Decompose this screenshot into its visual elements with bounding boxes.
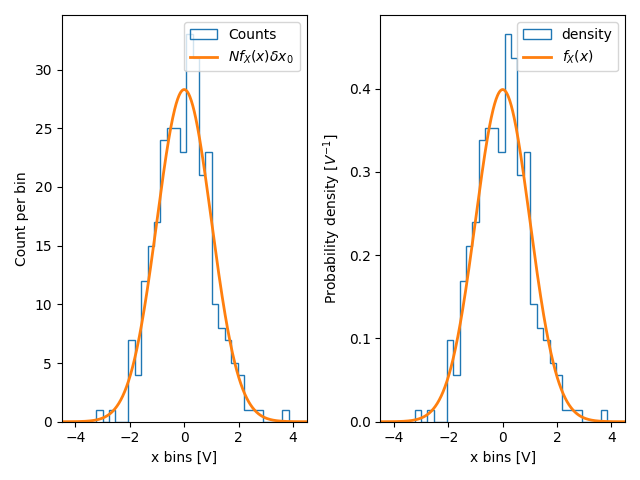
X-axis label: x bins [V]: x bins [V] bbox=[151, 451, 217, 465]
X-axis label: x bins [V]: x bins [V] bbox=[470, 451, 536, 465]
Y-axis label: Probability density [$V^{-1}$]: Probability density [$V^{-1}$] bbox=[321, 133, 343, 303]
Legend: density, $f_X(x)$: density, $f_X(x)$ bbox=[517, 22, 618, 72]
Y-axis label: Count per bin: Count per bin bbox=[15, 171, 29, 265]
Legend: Counts, $Nf_X(x)\delta x_0$: Counts, $Nf_X(x)\delta x_0$ bbox=[184, 22, 300, 72]
